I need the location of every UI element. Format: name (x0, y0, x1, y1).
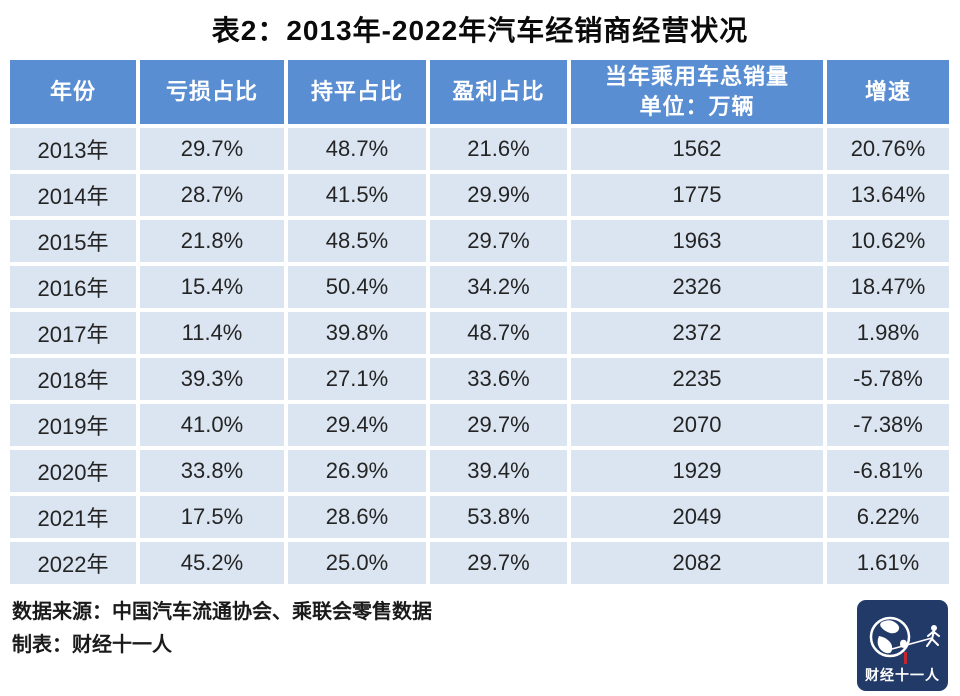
cell-sales: 1775 (571, 174, 823, 216)
cell-loss: 15.4% (140, 266, 284, 308)
table-header-row: 年份 亏损占比 持平占比 盈利占比 当年乘用车总销量 单位：万辆 增速 (10, 60, 950, 124)
cell-sales: 1562 (571, 128, 823, 170)
data-source-note: 数据来源：中国汽车流通协会、乘联会零售数据 (12, 601, 432, 623)
cell-flat: 48.5% (288, 220, 426, 262)
col-header-year: 年份 (10, 60, 136, 124)
cell-sales: 1929 (571, 450, 823, 492)
cell-growth: 18.47% (827, 266, 949, 308)
cell-year: 2020年 (10, 450, 136, 492)
cell-flat: 25.0% (288, 542, 426, 584)
cell-profit: 53.8% (430, 496, 567, 538)
brand-logo: 财经十一人 (857, 600, 948, 691)
cell-sales: 1963 (571, 220, 823, 262)
col-header-loss: 亏损占比 (140, 60, 284, 124)
cell-loss: 21.8% (140, 220, 284, 262)
cell-loss: 45.2% (140, 542, 284, 584)
cell-loss: 28.7% (140, 174, 284, 216)
cell-year: 2018年 (10, 358, 136, 400)
cell-sales: 2082 (571, 542, 823, 584)
col-header-growth: 增速 (827, 60, 949, 124)
cell-growth: 20.76% (827, 128, 949, 170)
cell-flat: 26.9% (288, 450, 426, 492)
cell-flat: 41.5% (288, 174, 426, 216)
table-row: 2013年 29.7% 48.7% 21.6% 1562 20.76% (10, 128, 950, 170)
cell-loss: 41.0% (140, 404, 284, 446)
cell-growth: -7.38% (827, 404, 949, 446)
col-header-sales-line2: 单位：万辆 (639, 94, 755, 119)
cell-growth: 10.62% (827, 220, 949, 262)
dealer-operations-table: 年份 亏损占比 持平占比 盈利占比 当年乘用车总销量 单位：万辆 增速 2013… (10, 60, 950, 584)
cell-growth: -6.81% (827, 450, 949, 492)
table-row: 2020年 33.8% 26.9% 39.4% 1929 -6.81% (10, 450, 950, 492)
cell-loss: 29.7% (140, 128, 284, 170)
cell-loss: 39.3% (140, 358, 284, 400)
cell-growth: 6.22% (827, 496, 949, 538)
col-header-profit: 盈利占比 (430, 60, 567, 124)
cell-loss: 33.8% (140, 450, 284, 492)
cell-growth: -5.78% (827, 358, 949, 400)
table-row: 2015年 21.8% 48.5% 29.7% 1963 10.62% (10, 220, 950, 262)
cell-flat: 28.6% (288, 496, 426, 538)
cell-profit: 29.7% (430, 404, 567, 446)
cell-flat: 27.1% (288, 358, 426, 400)
cell-year: 2014年 (10, 174, 136, 216)
credit-note: 制表：财经十一人 (12, 634, 172, 656)
col-header-flat: 持平占比 (288, 60, 426, 124)
table-row: 2017年 11.4% 39.8% 48.7% 2372 1.98% (10, 312, 950, 354)
cell-profit: 29.7% (430, 542, 567, 584)
cell-flat: 29.4% (288, 404, 426, 446)
cell-profit: 48.7% (430, 312, 567, 354)
table-row: 2021年 17.5% 28.6% 53.8% 2049 6.22% (10, 496, 950, 538)
cell-sales: 2070 (571, 404, 823, 446)
cell-loss: 11.4% (140, 312, 284, 354)
cell-sales: 2049 (571, 496, 823, 538)
cell-year: 2021年 (10, 496, 136, 538)
cell-loss: 17.5% (140, 496, 284, 538)
cell-profit: 21.6% (430, 128, 567, 170)
page: 表2：2013年-2022年汽车经销商经营状况 年份 亏损占比 持平占比 盈利占… (0, 9, 960, 691)
cell-year: 2016年 (10, 266, 136, 308)
globe-fencer-icon (869, 616, 940, 664)
cell-sales: 2372 (571, 312, 823, 354)
cell-flat: 48.7% (288, 128, 426, 170)
cell-profit: 39.4% (430, 450, 567, 492)
table-row: 2022年 45.2% 25.0% 29.7% 2082 1.61% (10, 542, 950, 584)
cell-profit: 33.6% (430, 358, 567, 400)
col-header-sales: 当年乘用车总销量 单位：万辆 (571, 60, 823, 124)
cell-year: 2013年 (10, 128, 136, 170)
table-title: 表2：2013年-2022年汽车经销商经营状况 (211, 15, 749, 46)
cell-flat: 39.8% (288, 312, 426, 354)
cell-year: 2019年 (10, 404, 136, 446)
table-row: 2014年 28.7% 41.5% 29.9% 1775 13.64% (10, 174, 950, 216)
cell-year: 2015年 (10, 220, 136, 262)
table-row: 2018年 39.3% 27.1% 33.6% 2235 -5.78% (10, 358, 950, 400)
cell-profit: 29.7% (430, 220, 567, 262)
table-row: 2016年 15.4% 50.4% 34.2% 2326 18.47% (10, 266, 950, 308)
table-row: 2019年 41.0% 29.4% 29.7% 2070 -7.38% (10, 404, 950, 446)
cell-year: 2022年 (10, 542, 136, 584)
cell-year: 2017年 (10, 312, 136, 354)
cell-profit: 34.2% (430, 266, 567, 308)
cell-profit: 29.9% (430, 174, 567, 216)
col-header-sales-line1: 当年乘用车总销量 (604, 64, 789, 90)
cell-sales: 2235 (571, 358, 823, 400)
cell-growth: 1.61% (827, 542, 949, 584)
cell-growth: 13.64% (827, 174, 949, 216)
cell-sales: 2326 (571, 266, 823, 308)
footer-notes: 数据来源：中国汽车流通协会、乘联会零售数据 制表：财经十一人 (12, 596, 960, 662)
logo-text: 财经十一人 (865, 667, 940, 683)
cell-growth: 1.98% (827, 312, 949, 354)
table-body: 2013年 29.7% 48.7% 21.6% 1562 20.76% 2014年 28.7%… (10, 128, 950, 584)
cell-flat: 50.4% (288, 266, 426, 308)
